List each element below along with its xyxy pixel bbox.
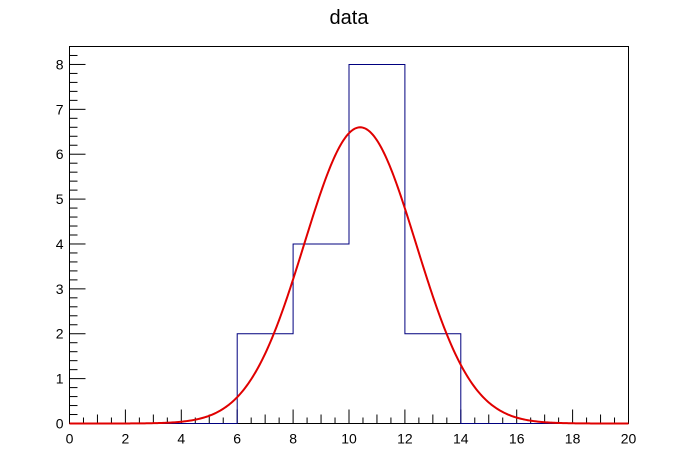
x-tick-label: 18 — [565, 431, 581, 447]
x-tick-label: 0 — [66, 431, 74, 447]
histogram-outline — [69, 63, 629, 424]
y-tick-label: 1 — [56, 371, 64, 387]
x-tick-label: 6 — [233, 431, 241, 447]
x-tick-label: 4 — [177, 431, 185, 447]
x-tick-label: 14 — [453, 431, 469, 447]
y-tick-label: 0 — [56, 416, 64, 432]
y-tick-label: 5 — [56, 191, 64, 207]
y-tick-label: 4 — [56, 236, 64, 252]
x-tick-label: 2 — [122, 431, 130, 447]
x-tick-label: 12 — [397, 431, 413, 447]
x-tick-label: 10 — [341, 431, 357, 447]
y-tick-label: 8 — [56, 56, 64, 72]
y-tick-label: 6 — [56, 146, 64, 162]
y-tick-label: 2 — [56, 326, 64, 342]
gaussian-fit-curve — [69, 126, 629, 425]
chart-title: data — [330, 7, 370, 29]
y-tick-label: 3 — [56, 281, 64, 297]
y-tick-label: 7 — [56, 101, 64, 117]
x-tick-label: 16 — [509, 431, 525, 447]
x-tick-label: 8 — [289, 431, 297, 447]
x-tick-label: 20 — [621, 431, 637, 447]
